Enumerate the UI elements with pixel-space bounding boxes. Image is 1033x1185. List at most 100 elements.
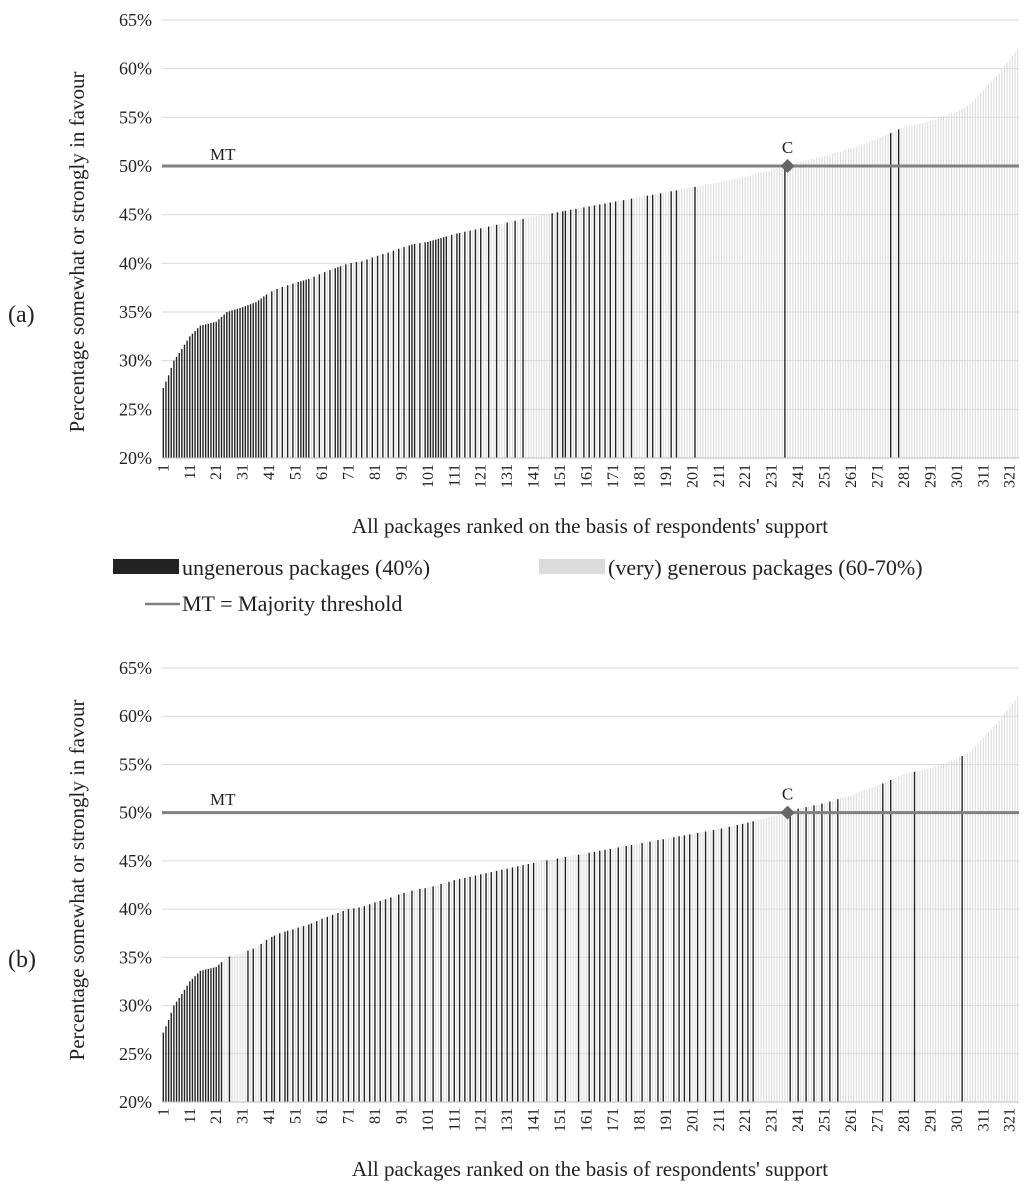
y-axis-title: Percentage somewhat or strongly in favou… <box>65 72 89 433</box>
x-tick-label: 21 <box>208 464 225 480</box>
y-tick-label: 30% <box>119 996 152 1016</box>
x-tick-label: 41 <box>261 464 278 480</box>
x-tick-label: 291 <box>922 464 939 488</box>
x-tick-label: 191 <box>658 1108 675 1132</box>
x-tick-label: 131 <box>499 464 516 488</box>
x-tick-label: 61 <box>314 1108 331 1124</box>
y-tick-label: 20% <box>119 448 152 468</box>
x-tick-label: 251 <box>817 464 834 488</box>
x-tick-label: 141 <box>526 1108 543 1132</box>
x-axis: 1 11 21 31 41 51 61 71 81 91 101 111 121 131 141 151 161… <box>155 464 1018 488</box>
y-tick-label: 60% <box>119 706 152 726</box>
x-tick-label: 321 <box>1002 1108 1019 1132</box>
x-tick-label: 51 <box>288 464 305 480</box>
x-tick-label: 161 <box>579 1108 596 1132</box>
x-tick-label: 31 <box>235 1108 252 1124</box>
panel-label-a: (a) <box>8 302 35 328</box>
x-tick-label: 81 <box>367 1108 384 1124</box>
y-tick-label: 40% <box>119 253 152 273</box>
y-axis-title: Percentage somewhat or strongly in favou… <box>65 700 89 1061</box>
x-tick-label: 281 <box>896 1108 913 1132</box>
y-tick-label: 65% <box>119 658 152 678</box>
x-tick-label: 281 <box>896 464 913 488</box>
x-tick-label: 141 <box>526 464 543 488</box>
x-tick-label: 51 <box>288 1108 305 1124</box>
x-tick-label: 261 <box>843 1108 860 1132</box>
panel-label-b: (b) <box>8 947 36 973</box>
majority-threshold-label: MT <box>210 145 236 164</box>
y-tick-label: 30% <box>119 351 152 371</box>
x-tick-label: 131 <box>499 1108 516 1132</box>
x-tick-label: 11 <box>182 464 199 479</box>
bars <box>162 696 1019 1103</box>
x-tick-label: 71 <box>340 1108 357 1124</box>
x-tick-label: 321 <box>1002 464 1019 488</box>
x-axis: 1 11 21 31 41 51 61 71 81 91 101 111 121 131 141 151 161… <box>155 1108 1018 1132</box>
c-marker: C <box>780 785 795 820</box>
y-tick-label: 50% <box>119 803 152 823</box>
majority-threshold: MT <box>162 145 1019 168</box>
x-tick-label: 181 <box>631 464 648 488</box>
y-tick-label: 25% <box>119 1044 152 1064</box>
x-tick-label: 31 <box>235 464 252 480</box>
x-tick-label: 311 <box>975 464 992 487</box>
legend-label-generous: (very) generous packages (60-70%) <box>608 555 923 580</box>
y-tick-label: 45% <box>119 851 152 871</box>
y-tick-label: 35% <box>119 947 152 967</box>
x-tick-label: 231 <box>764 1108 781 1132</box>
x-axis-title: All packages ranked on the basis of resp… <box>352 1157 828 1181</box>
x-tick-label: 301 <box>949 464 966 488</box>
c-marker: C <box>780 138 795 173</box>
x-tick-label: 11 <box>182 1108 199 1123</box>
x-tick-label: 241 <box>790 1108 807 1132</box>
x-tick-label: 171 <box>605 464 622 488</box>
legend-swatch-generous <box>539 559 605 574</box>
panel-a: MT C 20%25%30%35%40%45%50%55%60%65% 1 11 2… <box>8 10 1019 538</box>
x-tick-label: 221 <box>737 464 754 488</box>
x-tick-label: 81 <box>367 464 384 480</box>
legend: ungenerous packages (40%) (very) generou… <box>113 555 923 616</box>
x-tick-label: 201 <box>684 1108 701 1132</box>
x-tick-label: 151 <box>552 1108 569 1132</box>
x-tick-label: 301 <box>949 1108 966 1132</box>
x-tick-label: 261 <box>843 464 860 488</box>
x-tick-label: 211 <box>711 464 728 487</box>
x-axis-title: All packages ranked on the basis of resp… <box>352 514 828 538</box>
x-tick-label: 71 <box>340 464 357 480</box>
legend-swatch-ungenerous <box>113 559 179 574</box>
y-tick-label: 60% <box>119 59 152 79</box>
x-tick-label: 201 <box>684 464 701 488</box>
bars <box>162 49 1019 459</box>
x-tick-label: 191 <box>658 464 675 488</box>
y-tick-label: 35% <box>119 302 152 322</box>
x-tick-label: 111 <box>446 464 463 487</box>
x-tick-label: 291 <box>922 1108 939 1132</box>
y-tick-label: 25% <box>119 399 152 419</box>
legend-label-mt: MT = Majority threshold <box>182 591 402 616</box>
x-tick-label: 311 <box>975 1108 992 1131</box>
x-tick-label: 181 <box>631 1108 648 1132</box>
y-tick-label: 20% <box>119 1092 152 1112</box>
majority-threshold: MT <box>162 790 1019 815</box>
panel-b: MT C 20%25%30%35%40%45%50%55%60%65% 1 11 2… <box>8 658 1019 1181</box>
x-tick-label: 161 <box>579 464 596 488</box>
y-tick-label: 55% <box>119 107 152 127</box>
y-tick-label: 40% <box>119 899 152 919</box>
x-tick-label: 21 <box>208 1108 225 1124</box>
x-tick-label: 101 <box>420 464 437 488</box>
y-tick-label: 45% <box>119 205 152 225</box>
legend-label-ungenerous: ungenerous packages (40%) <box>182 555 430 580</box>
x-tick-label: 1 <box>155 1108 172 1116</box>
x-tick-label: 91 <box>393 1108 410 1124</box>
x-tick-label: 171 <box>605 1108 622 1132</box>
x-tick-label: 241 <box>790 464 807 488</box>
x-tick-label: 121 <box>473 1108 490 1132</box>
c-marker-diamond <box>780 159 795 173</box>
x-tick-label: 61 <box>314 464 331 480</box>
x-tick-label: 221 <box>737 1108 754 1132</box>
x-tick-label: 1 <box>155 464 172 472</box>
x-tick-label: 121 <box>473 464 490 488</box>
y-tick-label: 65% <box>119 10 152 30</box>
x-tick-label: 271 <box>869 464 886 488</box>
